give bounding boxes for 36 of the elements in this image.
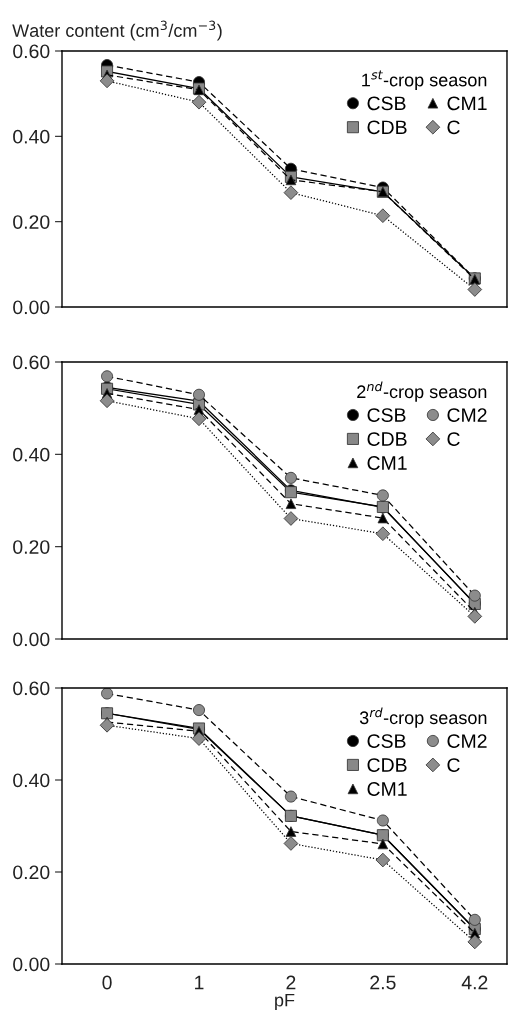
y-tick-label: 0.00 [13, 957, 50, 972]
y-axis-title: Water content (cm$^{3}$/cm$^{−3}$) [12, 20, 222, 41]
y-tick-label: 0.00 [13, 300, 50, 315]
legend-label: CM2 [447, 734, 487, 748]
legend-label: CDB [367, 432, 407, 446]
legend-title: 3$^{rd}$-crop season [359, 707, 487, 728]
y-tick-label: 0.40 [13, 129, 50, 144]
y-tick-label: 0.20 [13, 865, 50, 880]
legend-label: CM1 [447, 96, 487, 111]
legend-label: CSB [367, 408, 406, 422]
y-tick-label: 0.40 [13, 773, 50, 788]
x-tick-label: 2.5 [370, 975, 396, 990]
y-tick-label: 0.40 [13, 447, 50, 462]
x-tick-label: 0 [102, 975, 112, 990]
legend-label: CM1 [367, 782, 407, 796]
legend-label: C [447, 758, 460, 772]
legend-label: CM2 [447, 408, 487, 422]
legend-label: C [447, 432, 460, 446]
legend-label: CDB [367, 758, 407, 772]
x-tick-label: 4.2 [461, 975, 488, 990]
legend-label: C [447, 120, 460, 135]
legend-label: CM1 [367, 456, 407, 470]
y-tick-label: 0.00 [13, 632, 50, 647]
legend-title: 2$^{nd}$-crop season [357, 381, 487, 402]
y-tick-label: 0.60 [13, 681, 50, 696]
x-tick-label: 2 [286, 975, 296, 990]
x-axis-title: pF [275, 993, 295, 1011]
y-tick-label: 0.60 [13, 355, 50, 370]
legend-title: 1$^{st}$-crop season [362, 70, 487, 90]
y-tick-label: 0.20 [13, 540, 50, 554]
legend-label: CSB [367, 734, 406, 748]
y-tick-label: 0.60 [13, 44, 50, 59]
legend-label: CDB [367, 120, 407, 135]
legend-label: CSB [367, 96, 406, 111]
x-tick-label: 1 [195, 975, 204, 990]
y-tick-label: 0.20 [13, 215, 50, 229]
